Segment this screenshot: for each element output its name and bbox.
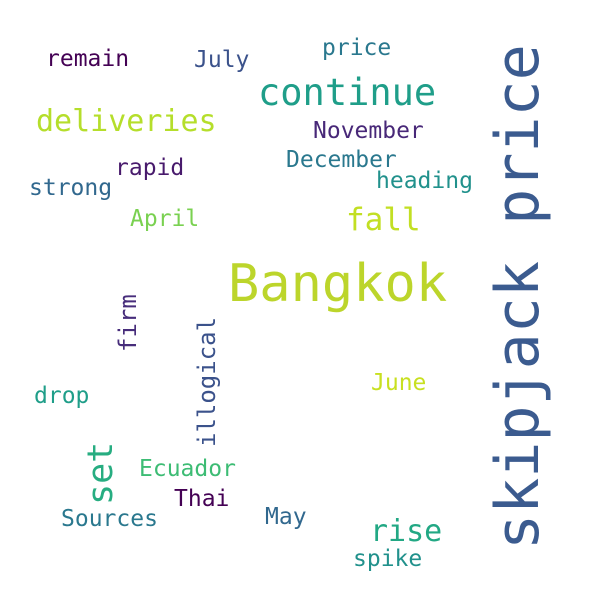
word-skipjack-price: skipjack price	[483, 44, 553, 550]
word-rise: rise	[370, 514, 443, 549]
word-continue: continue	[258, 71, 437, 114]
word-drop: drop	[34, 383, 90, 409]
word-heading: heading	[376, 168, 473, 194]
word-set: set	[81, 441, 121, 505]
word-illogical: illogical	[193, 316, 221, 447]
word-firm: firm	[114, 294, 142, 352]
word-july: July	[194, 47, 250, 73]
word-april: April	[130, 206, 200, 232]
word-june: June	[371, 370, 427, 396]
word-deliveries: deliveries	[36, 104, 217, 139]
word-strong: strong	[29, 175, 113, 201]
word-thai: Thai	[174, 486, 230, 512]
word-december: December	[286, 147, 397, 173]
word-november: November	[313, 118, 424, 144]
word-rapid: rapid	[115, 155, 185, 181]
word-spike: spike	[353, 546, 423, 572]
word-bangkok: Bangkok	[228, 254, 448, 314]
word-price: price	[322, 35, 392, 61]
word-ecuador: Ecuador	[139, 456, 236, 482]
word-sources: Sources	[61, 506, 158, 532]
word-fall: fall	[346, 202, 421, 238]
word-remain: remain	[46, 46, 130, 72]
word-may: May	[265, 504, 307, 530]
